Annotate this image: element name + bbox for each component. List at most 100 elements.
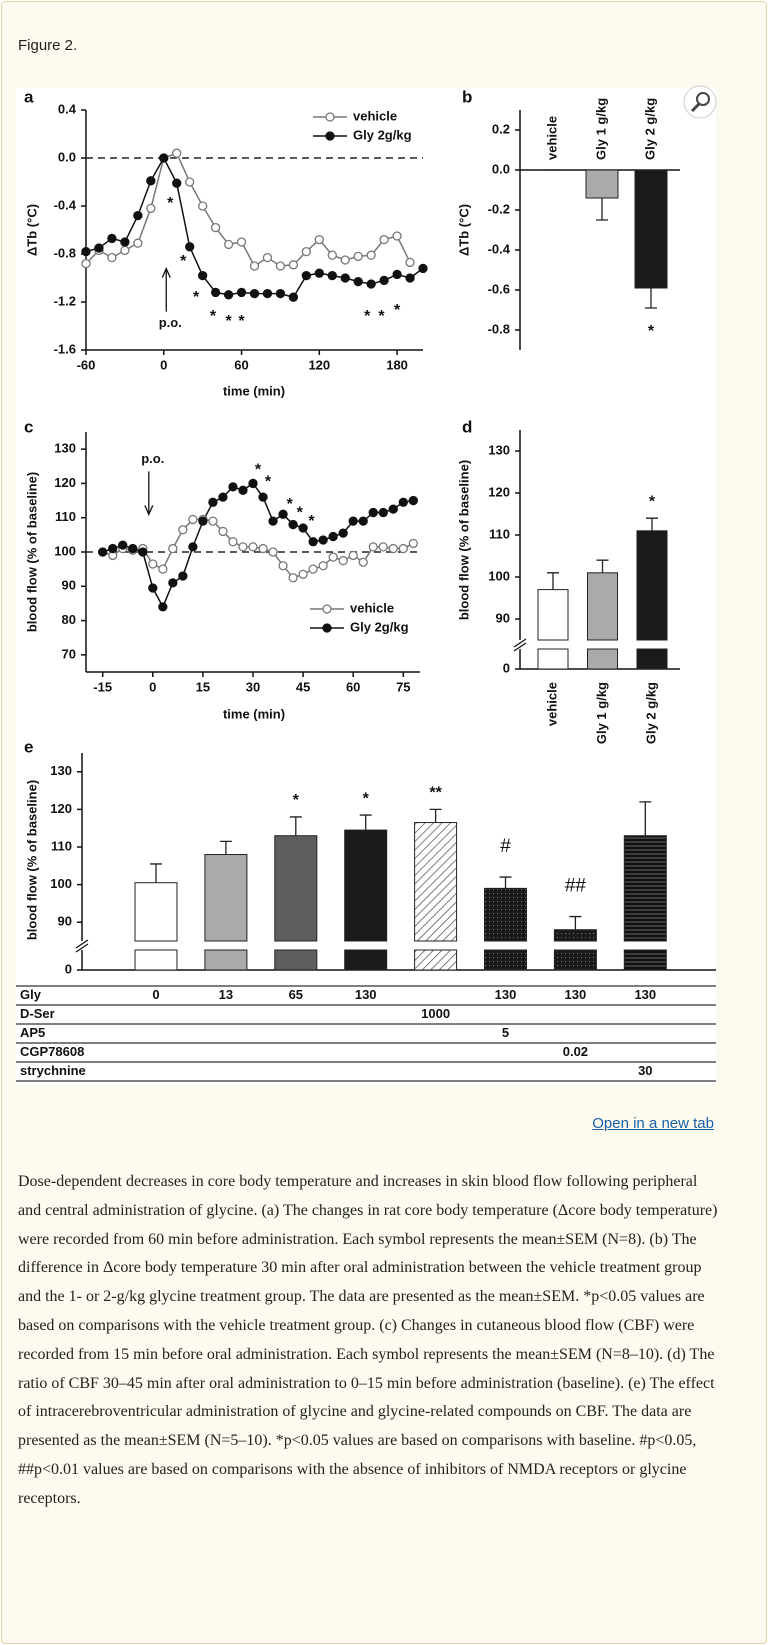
data-point [198,201,208,211]
data-point [398,497,408,507]
data-point [340,273,350,283]
y-tick-label: -0.4 [54,197,77,212]
y-tick-label: 100 [488,568,510,583]
bar-base [414,949,458,971]
category-label: vehicle [544,116,559,160]
bar [623,835,667,942]
panel-letter: b [462,87,472,106]
data-point [107,233,117,244]
bar [636,530,668,641]
data-point [208,516,218,526]
y-tick-label: 110 [489,526,510,541]
y-tick-label: 110 [55,509,76,524]
y-tick-label: -1.2 [54,293,76,308]
y-tick-label: -1.6 [54,341,76,356]
data-point [278,561,288,571]
annotation: * [225,313,232,330]
data-point [185,242,195,252]
axis-break [75,939,89,953]
data-point [308,564,318,574]
figure: a ΔTb (°C) time (min) 0.4 0.0 -0.4 -0.8 -1.2 -1.… [16,85,717,1084]
data-point [379,234,389,245]
x-tick-label: -15 [93,679,112,694]
y-tick-label: 80 [62,612,76,627]
y-tick-label: 70 [62,646,76,661]
data-point [94,243,104,253]
data-point [98,547,108,557]
figure-title: Figure 2. [18,37,78,54]
data-point [168,578,178,588]
annotation: * [180,253,187,270]
data-point [392,269,402,280]
data-point [278,509,288,519]
data-point [172,148,182,158]
table-cell: 65 [289,987,303,1002]
x-tick-label: 0 [149,679,156,694]
data-point [148,583,158,593]
category-label: Gly 1 g/kg [594,682,609,744]
data-point [108,543,118,554]
data-point [288,519,298,530]
data-point [120,237,130,247]
data-point [378,542,388,552]
bar-label: ** [429,785,442,802]
data-point [353,276,363,287]
data-point [298,569,308,579]
y-tick-label: 0 [503,660,510,675]
data-point [133,238,143,248]
y-tick-label: -0.4 [488,241,511,256]
data-point [178,525,188,535]
y-axis-label: ΔTb (°C) [456,204,471,256]
table-cell: 130 [565,987,587,1002]
annotation: * [167,195,174,212]
data-point [328,531,338,542]
y-tick-label: 130 [488,442,510,457]
bar-base [623,949,667,971]
table-row-label: strychnine [20,1063,86,1078]
y-axis-label: ΔTb (°C) [24,204,39,256]
data-point [218,526,228,537]
annotation: * [364,308,371,325]
data-point [368,507,378,518]
annotation: * [210,308,217,325]
data-point [81,258,91,269]
data-point [288,260,299,270]
open-new-tab-link[interactable]: Open in a new tab [592,1115,714,1132]
data-point [301,270,311,281]
figure-caption: Dose-dependent decreases in core body te… [18,1173,718,1507]
error-bar [569,915,582,930]
data-point [301,246,311,257]
data-point [210,287,221,298]
y-tick-label: 0 [65,961,72,976]
y-tick-label: 120 [54,475,76,490]
bar [634,169,668,289]
data-point [172,178,182,188]
data-point [81,246,91,257]
data-point [327,270,337,281]
data-point [138,547,148,557]
error-bar [219,840,232,855]
data-point [198,270,208,281]
bar-base [484,949,527,971]
x-tick-label: 45 [296,679,310,694]
data-point [353,251,363,262]
data-point [318,535,328,545]
y-tick-label: 90 [62,578,76,593]
data-point [258,543,268,554]
table-cell: 0 [152,987,159,1002]
annotation: * [193,289,200,306]
bar [553,929,597,942]
bar-label: ## [565,876,587,897]
annotation: * [378,308,385,325]
table-cell: 130 [495,987,517,1002]
y-tick-label: 120 [50,801,72,816]
y-tick-label: 90 [58,914,72,929]
error-bar [429,808,442,823]
zoom-icon[interactable] [683,85,717,119]
bar-base [134,949,178,971]
x-tick-label: 15 [196,679,210,694]
y-axis-label: blood flow (% of baseline) [456,460,471,620]
data-point [223,239,234,250]
bar-base [587,648,618,670]
annotation: * [308,513,315,530]
